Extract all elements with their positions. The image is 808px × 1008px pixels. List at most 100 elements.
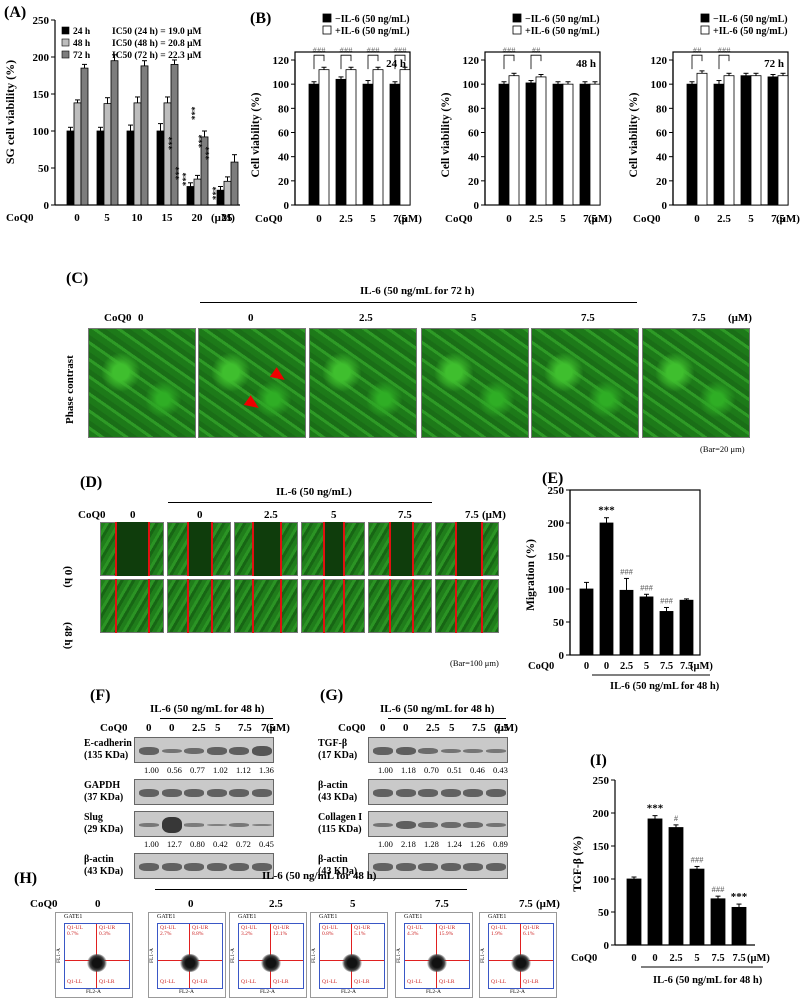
panel-d-wound-edge-line [211,522,213,576]
panel-g-blot-name: TGF-β [318,738,348,749]
panel-g-band [395,789,416,797]
panel-b-72h-ylabel: Cell viability (%) [628,92,640,177]
panel-b-48h-ylabel: Cell viability (%) [440,92,452,177]
panel-g-ratio: 1.26 [470,839,485,849]
panel-g-band [463,789,483,797]
panel-a-bar-48h-10 [133,102,142,206]
panel-b-72h-bar-minus-2.5 [713,83,725,206]
panel-g-band [485,863,506,871]
panel-i-bar-2 [668,827,684,946]
panel-b-48h-ytick-label: 80 [468,103,480,115]
panel-d-wound-edge-line [343,579,345,633]
panel-b-24h-bar-plus-0 [318,69,330,206]
panel-f-band [206,747,227,755]
panel-a-legend-swatch [61,26,70,35]
panel-g-dose-label: 0 [403,722,409,734]
panel-h-flow-plot-0: GATE1 Q1-UL Q1-UR 0.7% 0.3% Q1-LL Q1-LR FL2-A FL… [55,912,133,998]
panel-d-dose-label: 2.5 [264,509,278,521]
panel-f-ratio: 12.7 [167,839,182,849]
panel-h-pct-ul: 4.3% [407,931,419,937]
panel-h-flow-area: Q1-UL Q1-UR 3.2% 12.1% Q1-LL Q1-LR [238,923,304,989]
panel-b-24h-ytick-label: 120 [273,55,290,67]
panel-d-row-48h: (48 h) [62,622,74,650]
panel-b-48h-sig-bracket [503,54,515,70]
panel-f-band [229,789,249,797]
panel-a-ytick-label: 150 [33,89,50,101]
panel-d-dose-label: 0 [197,509,203,521]
panel-b-48h-sig-bracket [530,54,542,70]
panel-d-treatment-line [168,502,432,503]
panel-h-label: (H) [14,870,38,887]
panel-d-wound-gap [323,522,343,576]
panel-g-band [395,820,416,830]
panel-a-xtick-label: 10 [132,212,144,224]
panel-b-48h-bar-plus-7.5 [589,83,601,206]
panel-i-xtick-label: 7.5 [711,953,724,964]
panel-i-sig: ### [712,884,726,894]
panel-d-wound-edge-line [389,579,391,633]
panel-b-24h-legend-swatch [322,25,332,35]
panel-a-sig-stars: *** [190,106,200,120]
panel-f-band [251,863,272,871]
panel-g-band [440,821,461,829]
panel-d-wound-gap [187,522,211,576]
panel-d-wound-edge-line [115,522,117,576]
panel-b-72h-bar-plus-0 [696,72,708,206]
panel-a-sig-stars: *** [167,136,177,150]
panel-i-sig: # [674,813,679,823]
panel-i-ytick-label: 100 [593,874,610,886]
panel-f-band [161,817,182,833]
panel-e-ytick-label: 200 [548,518,565,530]
panel-h-gate-label: GATE1 [319,914,338,920]
panel-d-image-1-1 [167,579,231,633]
panel-f-dose-label: 0 [169,722,175,734]
panel-i-xtick-label: 2.5 [669,953,682,964]
panel-i-ytick-label: 200 [593,808,610,820]
panel-f-band [229,863,249,871]
panel-i-xtick-label: 7.5 [732,953,745,964]
panel-e-bar-0 [579,588,594,656]
panel-d-dose-label: 5 [331,509,337,521]
panel-a-ytick-label: 200 [33,52,50,64]
panel-h-x-axis-label: FL2-A [426,989,441,995]
panel-i-chart: 0 50 100 150 200 250 TGF-β (%) 0 0 *** 2.5 #5 ### 7.5… [571,775,770,986]
panel-b-72h-legend-swatch [700,25,710,35]
panel-i-bar-0 [626,878,642,946]
panel-d-wound-edge-line [412,522,414,576]
panel-e-ytick-label: 50 [553,617,565,629]
panel-a-bar-72h-10 [140,65,149,206]
panel-h-gate-label: GATE1 [238,914,257,920]
panel-f-band [139,863,159,871]
panel-g-ratio: 0.51 [447,765,462,775]
panel-b-24h-legend-swatch [322,13,332,23]
panel-e-ylabel: Migration (%) [525,539,537,611]
panel-f-dose-label: 2.5 [192,722,206,734]
panel-h-q-ul: Q1-UL [160,925,176,931]
panel-i-label: (I) [590,752,607,769]
panel-h-pct-ul: 0.7% [67,931,79,937]
panel-d-image-1-4 [368,579,432,633]
panel-d-wound-edge-line [389,522,391,576]
panel-c-label: (C) [66,270,89,287]
panel-g-treatment-line [388,718,506,719]
panel-b-24h-sig: ### [367,45,381,55]
panel-f-ratio: 0.42 [213,839,228,849]
panel-h-flow-area: Q1-UL Q1-UR 4.3% 15.9% Q1-LL Q1-LR [404,923,470,989]
panel-h-y-axis-label: FL1-A [149,948,155,963]
panel-f-band [161,748,182,754]
panel-f-treatment: IL-6 (50 ng/mL for 48 h) [150,703,265,715]
panel-g-coq-label: CoQ0 [338,722,366,734]
panel-h-q-ul: Q1-UL [67,925,83,931]
panel-h-flow-area: Q1-UL Q1-UR 1.9% 6.1% Q1-LL Q1-LR [488,923,554,989]
panel-b-24h-sig-bracket [313,54,325,70]
panel-b-24h-sig-bracket [367,54,379,70]
panel-f-blot-name: Slug [84,812,103,823]
panel-a-bar-72h-0 [80,67,89,206]
panel-g-ratio: 0.46 [470,765,485,775]
panel-b-24h-legend-label: −IL-6 (50 ng/mL) [335,14,410,25]
panel-a-ylabel: SG cell viability (%) [3,60,17,164]
panel-h-gate-label: GATE1 [64,914,83,920]
panel-h-cell-cloud [427,954,447,972]
panel-g-band [373,863,393,871]
panel-b-72h-bar-minus-0 [686,83,698,206]
